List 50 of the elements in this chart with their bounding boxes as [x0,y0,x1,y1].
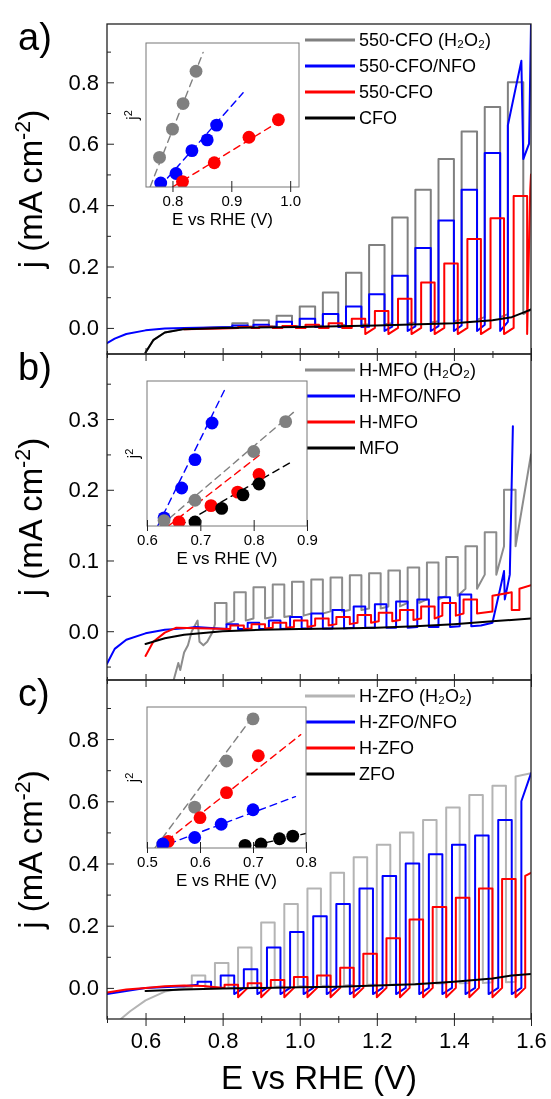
x-tick-label: 1.2 [362,1027,393,1053]
x-tick-label: 0.7 [243,852,264,870]
legend-label: 550-CFO [359,82,434,102]
y-tick-label: 0.6 [68,131,99,157]
legend-label: 550-CFO (H₂O₂) [359,30,491,50]
y-tick-label: 0.4 [68,192,99,218]
chart-title: a) [18,16,52,58]
y-tick-label: 0.1 [68,548,99,574]
x-tick-label: 1.4 [439,1027,470,1053]
x-tick-label: 0.5 [137,852,158,870]
y-tick-label: 0.8 [68,69,99,95]
y-tick-label: 0.3 [68,406,99,432]
y-tick-label: 0.0 [68,315,99,341]
y-tick-label: 0.6 [68,788,99,814]
legend-label: H-ZFO/NFO [359,712,457,732]
legend-label: MFO [359,438,399,458]
x-tick-label: 0.9 [297,530,318,548]
legend-label: CFO [359,108,397,128]
chart-title: b) [18,346,52,388]
legend-label: H-MFO [359,412,418,432]
x-axis-title: E vs RHE (V) [175,871,278,890]
x-axis-title: E vs RHE (V) [220,1059,418,1096]
legend-label: 550-CFO/NFO [359,56,477,76]
chart-title: c) [18,672,50,714]
x-axis-title: E vs RHE (V) [176,549,278,568]
legend-label: ZFO [359,764,395,784]
x-tick-label: 1.0 [280,191,302,209]
x-tick-label: 0.6 [190,852,211,870]
y-tick-label: 0.0 [68,975,99,1001]
y-tick-label: 0.0 [68,618,99,644]
y-tick-label: 0.2 [68,477,99,503]
x-tick-label: 0.8 [207,1027,239,1053]
x-tick-label: 1.0 [284,1027,316,1053]
y-tick-label: 0.2 [68,254,99,280]
x-tick-label: 0.8 [296,852,317,870]
y-tick-label: 0.4 [68,851,99,877]
legend-label: H-ZFO (H₂O₂) [359,686,472,706]
y-tick-label: 0.8 [68,726,99,752]
x-axis-title: E vs RHE (V) [171,210,274,229]
legend-label: H-MFO/NFO [359,386,461,406]
x-tick-label: 0.8 [243,530,265,548]
x-tick-label: 0.6 [130,1027,162,1053]
x-tick-label: 0.9 [221,191,243,209]
x-tick-label: 0.8 [162,191,184,209]
y-tick-label: 0.2 [68,913,99,939]
legend-label: H-MFO (H₂O₂) [359,360,476,380]
x-tick-label: 0.7 [190,530,212,548]
x-tick-label: 0.6 [137,530,158,548]
legend-label: H-ZFO [359,738,414,758]
x-tick-label: 1.6 [516,1027,547,1053]
